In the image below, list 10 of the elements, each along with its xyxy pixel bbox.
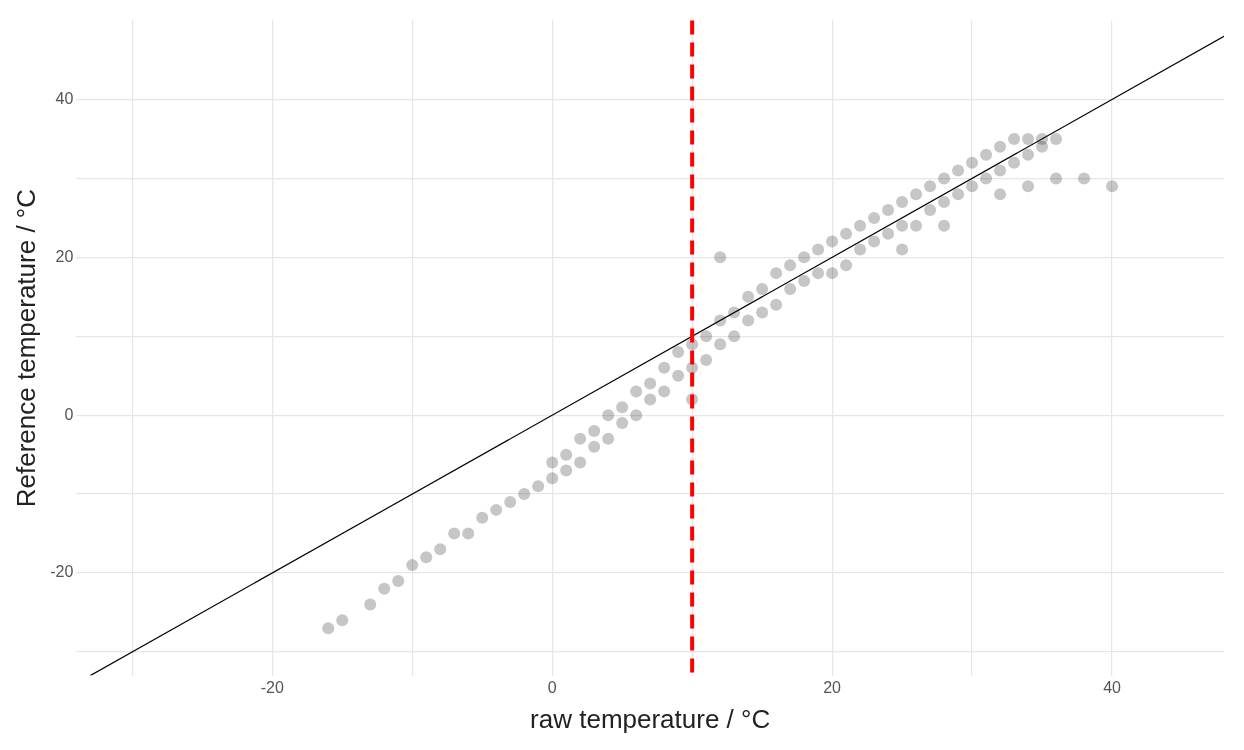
x-tick-label: 0 xyxy=(547,678,557,696)
x-tick-label: 20 xyxy=(823,678,842,696)
y-tick-label: 0 xyxy=(64,405,74,423)
x-axis-title: raw temperature / °C xyxy=(530,703,771,734)
y-axis-title: Reference temperature / °C xyxy=(10,188,41,508)
y-tick-label: -20 xyxy=(50,563,74,581)
x-tick-label: -20 xyxy=(260,678,284,696)
y-tick-label: 40 xyxy=(55,89,74,107)
x-tick-label: 40 xyxy=(1103,678,1122,696)
y-tick-label: 20 xyxy=(55,247,74,265)
